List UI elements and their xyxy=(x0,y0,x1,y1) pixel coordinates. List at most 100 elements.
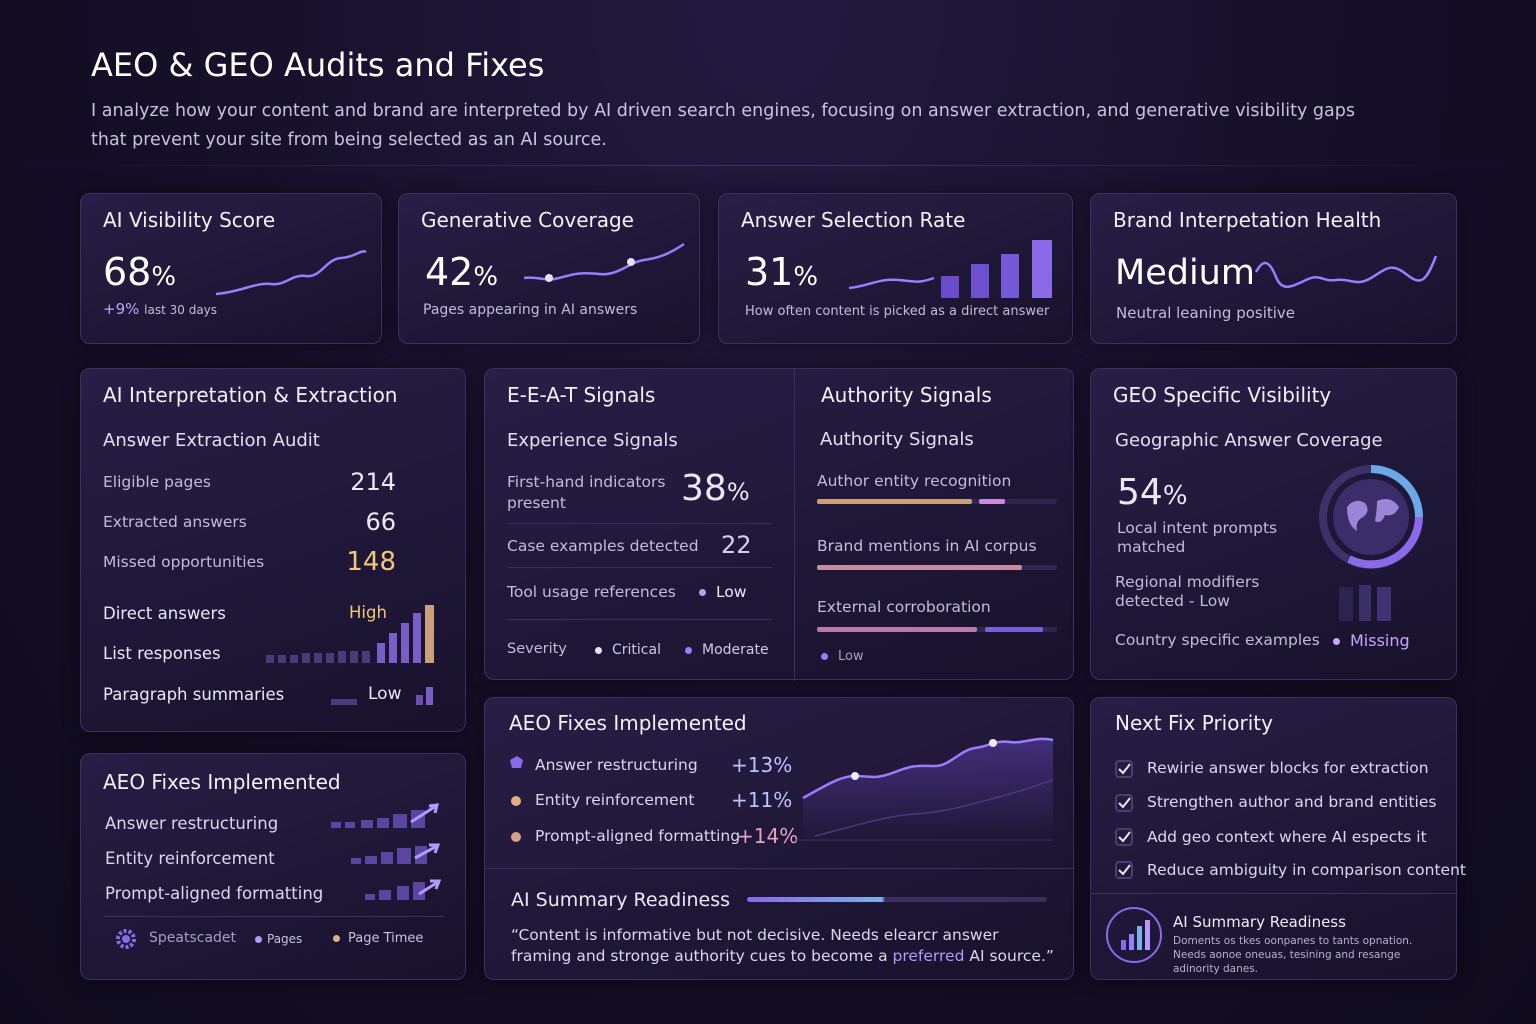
signals-card: E-E-A-T Signals Experience Signals First… xyxy=(484,368,1074,681)
kpi-unit: % xyxy=(151,262,177,292)
status-dot xyxy=(1333,638,1340,645)
row-divider xyxy=(103,916,445,917)
severity-text: Moderate xyxy=(702,642,769,658)
header-divider xyxy=(0,165,1536,166)
metric-value: 66 xyxy=(365,508,396,536)
legend-dot xyxy=(333,935,340,942)
geo-caption: Local intent prompts matched xyxy=(1117,519,1278,556)
kpi-caption: Pages appearing in AI answers xyxy=(423,302,638,318)
fix-trend-chart xyxy=(795,737,1054,841)
card-subtitle: Geographic Answer Coverage xyxy=(1115,430,1383,451)
fix-label: Answer restructuring xyxy=(105,814,279,833)
metric-label: Extracted answers xyxy=(103,513,247,531)
quote-text: “Content is informative but not decisive… xyxy=(511,926,999,965)
kpi-caption: How often content is picked as a direct … xyxy=(745,304,1050,319)
legend-item: Page Timee xyxy=(333,931,423,947)
check-icons xyxy=(1115,760,1133,879)
fix-label: Prompt-aligned formatting xyxy=(535,827,741,845)
metric-label: Tool usage references xyxy=(507,583,676,601)
kpi-number: 31 xyxy=(745,250,794,294)
kpi-change: +9% xyxy=(103,300,140,318)
signal-label: External corroboration xyxy=(817,598,991,616)
metric-label: Case examples detected xyxy=(507,537,699,555)
kpi-value: 42% xyxy=(425,250,498,296)
kpi-title: Answer Selection Rate xyxy=(741,208,966,232)
legend-item: Pages xyxy=(255,932,302,946)
card-title: E-E-A-T Signals xyxy=(507,383,656,407)
signal-label: Brand mentions in AI corpus xyxy=(817,537,1037,555)
format-bars xyxy=(266,605,434,705)
fix-label: Entity reinforcement xyxy=(535,791,695,809)
severity-text: Critical xyxy=(612,642,661,658)
bar-sparkline xyxy=(848,240,1052,298)
legend-text: Page Timee xyxy=(348,931,424,946)
severity-dot xyxy=(685,646,692,654)
quote-text: AI source.” xyxy=(964,947,1054,965)
fix-label: Prompt-aligned formatting xyxy=(105,884,324,903)
metric-value: 22 xyxy=(721,531,752,559)
fix-item: Add geo context where AI espects it xyxy=(1147,828,1427,846)
geo-country-status: Missing xyxy=(1333,631,1410,650)
format-label: Paragraph summaries xyxy=(103,685,285,704)
kpi-number: 42 xyxy=(425,250,474,294)
card-title: Authority Signals xyxy=(821,383,992,407)
format-level: Low xyxy=(368,684,402,704)
fixes-summary-card: AEO Fixes Implemented Answer restructuri… xyxy=(80,753,466,980)
severity-item: Critical xyxy=(595,642,661,659)
geo-regional: Regional modifiers detected - Low xyxy=(1115,573,1260,610)
kpi-change-row: +9% last 30 days xyxy=(103,300,217,318)
kpi-value: 68% xyxy=(103,250,176,296)
card-subtitle: Experience Signals xyxy=(507,430,678,451)
section-divider xyxy=(485,868,1075,869)
card-title: Next Fix Priority xyxy=(1115,711,1273,735)
row-divider xyxy=(507,523,772,524)
fix-change: +11% xyxy=(731,788,793,812)
level-dot xyxy=(699,589,706,596)
severity-dot xyxy=(595,646,602,654)
legend-text: Pages xyxy=(267,932,303,946)
legend-text: Low xyxy=(838,649,864,664)
interpretation-card: AI Interpretation & Extraction Answer Ex… xyxy=(80,368,466,732)
fix-item: Reduce ambiguity in comparison content xyxy=(1147,861,1466,879)
sparkline xyxy=(1254,255,1438,288)
kpi-title: Generative Coverage xyxy=(421,208,634,232)
readiness-icon xyxy=(1106,907,1162,963)
metric-label: Missed opportunities xyxy=(103,553,265,571)
fix-change: +13% xyxy=(731,753,793,777)
fix-item: Strengthen author and brand entities xyxy=(1147,793,1437,811)
kpi-caption: Neutral leaning positive xyxy=(1116,304,1296,322)
metric-level: Low xyxy=(699,583,747,602)
metric-value: 148 xyxy=(346,547,396,577)
fix-item: Rewirie answer blocks for extraction xyxy=(1147,759,1429,777)
metric-label: Eligible pages xyxy=(103,473,211,491)
signal-label: Author entity recognition xyxy=(817,472,1012,490)
metric-number: 38 xyxy=(681,468,727,509)
severity-item: Moderate xyxy=(685,642,769,659)
metric-label: First-hand indicators present xyxy=(507,473,666,512)
readiness-title: AI Summary Readiness xyxy=(511,889,731,911)
fix-label: Answer restructuring xyxy=(535,756,698,774)
summary-title: AI Summary Readiness xyxy=(1173,913,1346,931)
signal-bars xyxy=(817,499,1057,632)
format-label: Direct answers xyxy=(103,604,226,623)
kpi-unit: % xyxy=(793,262,819,292)
kpi-value: Medium xyxy=(1115,253,1255,293)
page-title: AEO & GEO Audits and Fixes xyxy=(91,46,545,84)
row-divider xyxy=(507,567,772,568)
page-description: I analyze how your content and brand are… xyxy=(91,101,1355,150)
card-title: AI Interpretation & Extraction xyxy=(103,383,398,407)
geo-value: 54% xyxy=(1117,471,1188,514)
sparkline xyxy=(215,250,367,296)
signal-legend: Low xyxy=(821,649,864,665)
kpi-card: Generative Coverage 42% Pages appearing … xyxy=(398,193,700,344)
fix-change: +14% xyxy=(737,824,799,848)
section-divider xyxy=(1091,893,1458,894)
section-divider xyxy=(794,369,795,681)
format-level: High xyxy=(349,603,387,622)
gear-icon xyxy=(116,929,136,949)
next-fix-card: Next Fix Priority Rewirie answer blocks … xyxy=(1090,697,1466,980)
kpi-card: Answer Selection Rate 31% How often cont… xyxy=(718,193,1073,344)
kpi-number: 68 xyxy=(103,250,152,294)
